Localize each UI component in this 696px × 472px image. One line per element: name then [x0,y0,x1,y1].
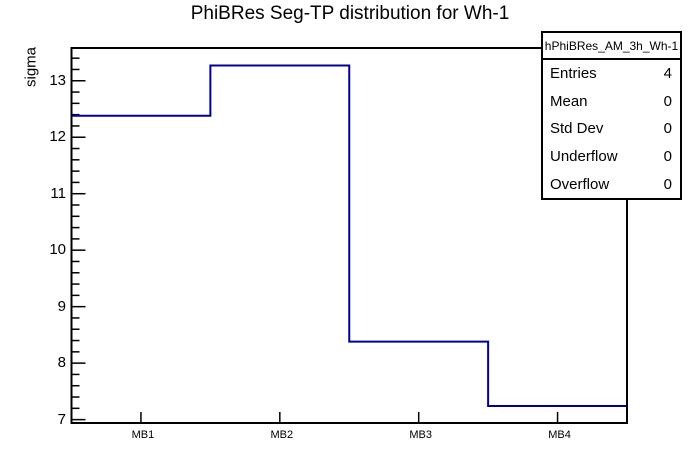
stat-label: Std Dev [550,120,604,138]
x-tick-label: MB3 [409,429,432,441]
stats-box: hPhiBRes_AM_3h_Wh-1 Entries 4 Mean 0 Std… [541,31,682,200]
plot-frame [70,47,628,424]
chart-title: PhiBRes Seg-TP distribution for Wh-1 [190,3,510,24]
stat-value: 0 [663,120,672,138]
stat-label: Underflow [550,148,618,166]
stats-row-overflow: Overflow 0 [543,170,680,198]
y-tick-label: 12 [49,128,66,146]
stat-label: Mean [550,92,588,110]
stats-row-entries: Entries 4 [543,60,680,88]
stat-value: 0 [663,92,672,110]
stat-label: Entries [550,65,597,83]
histogram-line [71,64,627,408]
stat-value: 4 [663,65,672,83]
stat-label: Overflow [550,175,610,193]
x-tick-label: MB1 [131,429,155,441]
x-tick-label: MB4 [548,429,571,441]
y-tick-label: 13 [49,71,66,89]
stats-row-mean: Mean 0 [543,88,680,116]
stats-box-title: hPhiBRes_AM_3h_Wh-1 [543,33,680,60]
stat-value: 0 [663,175,672,193]
y-tick-label: 10 [49,241,66,259]
stats-row-underflow: Underflow 0 [543,143,680,171]
y-tick-label: 9 [57,297,66,315]
stats-row-stddev: Std Dev 0 [543,115,680,143]
stat-value: 0 [663,148,672,166]
x-tick-label: MB2 [270,429,294,441]
y-tick-label: 8 [57,354,66,372]
y-tick-label: 7 [57,410,66,428]
y-tick-label: 11 [50,184,66,202]
